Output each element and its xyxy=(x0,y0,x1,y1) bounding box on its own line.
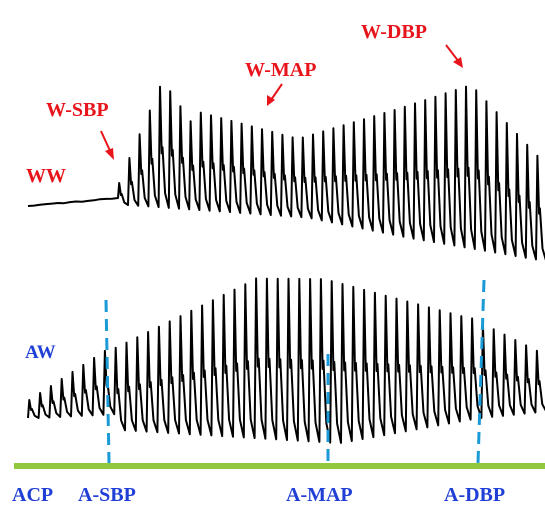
a-dbp-label: A-DBP xyxy=(444,485,505,505)
aw-label: AW xyxy=(25,343,56,362)
w-map-label: W-MAP xyxy=(245,60,316,80)
w-sbp-arrow xyxy=(101,131,114,160)
a-map-label: A-MAP xyxy=(286,485,353,505)
ww-label: WW xyxy=(26,166,66,186)
w-dbp-arrow xyxy=(446,45,463,68)
acp-label: ACP xyxy=(12,485,53,505)
a-sbp-label: A-SBP xyxy=(78,485,136,505)
w-sbp-label: W-SBP xyxy=(46,100,109,120)
w-dbp-label: W-DBP xyxy=(361,22,427,42)
a-sbp-dashed-marker xyxy=(106,300,109,463)
w-map-arrow xyxy=(267,84,282,106)
